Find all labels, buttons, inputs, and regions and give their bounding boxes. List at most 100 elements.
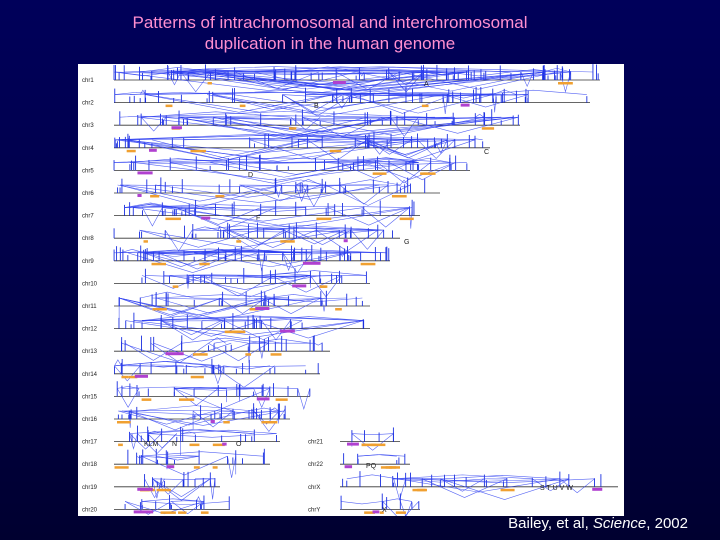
- duplication-link: [382, 498, 412, 502]
- figure-background: [78, 64, 624, 516]
- duplication-link: [239, 184, 322, 202]
- duplication-link: [188, 71, 469, 86]
- duplication-link: [351, 433, 394, 451]
- duplication-link: [224, 320, 303, 341]
- duplication-link: [442, 94, 448, 114]
- orange-segment: [395, 511, 406, 514]
- duplication-link: [212, 89, 361, 95]
- duplication-link: [141, 275, 205, 289]
- region-label: F: [256, 215, 260, 222]
- orange-segment: [289, 127, 297, 130]
- duplication-link: [167, 71, 182, 86]
- duplication-link: [201, 501, 205, 506]
- duplication-link: [210, 162, 358, 178]
- orange-segment: [389, 466, 401, 469]
- duplication-link: [129, 433, 138, 450]
- duplication-link: [128, 410, 132, 428]
- purple-segment: [165, 352, 184, 356]
- chromosome-label: chr17: [82, 440, 98, 446]
- orange-segment: [126, 149, 136, 153]
- duplication-link: [174, 388, 264, 391]
- duplication-link: [115, 71, 423, 91]
- chromosome-label: chr9: [82, 259, 94, 265]
- duplication-link: [390, 117, 419, 137]
- duplication-link: [253, 388, 271, 409]
- duplication-link: [165, 456, 168, 470]
- duplication-link: [208, 337, 226, 344]
- duplication-link: [170, 162, 376, 184]
- chromosome-label: chr22: [308, 462, 324, 468]
- duplication-link: [510, 69, 558, 73]
- duplication-link: [357, 162, 467, 165]
- duplication-link: [122, 364, 184, 367]
- duplication-link: [195, 207, 216, 211]
- duplication-link: [434, 139, 448, 154]
- duplication-link: [321, 297, 327, 312]
- duplication-link: [254, 316, 364, 321]
- duplication-link: [152, 297, 347, 301]
- duplication-link: [188, 275, 340, 278]
- duplication-link: [192, 226, 219, 231]
- duplication-link: [475, 113, 485, 118]
- duplication-link: [114, 359, 122, 366]
- duplication-link: [114, 361, 214, 367]
- region-label: X: [382, 507, 387, 514]
- duplication-link: [417, 139, 456, 159]
- duplication-link: [418, 116, 454, 119]
- duplication-link: [115, 71, 229, 75]
- duplication-link: [409, 207, 413, 229]
- duplication-link: [120, 249, 145, 254]
- orange-segment: [360, 262, 376, 266]
- duplication-link: [270, 319, 303, 321]
- duplication-link: [291, 70, 360, 73]
- duplication-link: [293, 229, 352, 245]
- purple-segment: [256, 397, 270, 401]
- duplication-link: [162, 207, 216, 210]
- duplication-link: [234, 71, 319, 89]
- duplication-link: [169, 275, 321, 290]
- orange-segment: [190, 375, 204, 379]
- duplication-link: [141, 498, 204, 502]
- duplication-link: [140, 116, 167, 132]
- purple-segment: [137, 487, 153, 491]
- duplication-link: [341, 501, 383, 505]
- orange-segment: [420, 172, 427, 175]
- orange-segment: [335, 308, 342, 311]
- duplication-link: [270, 275, 342, 293]
- orange-segment: [172, 285, 179, 288]
- duplication-link: [257, 227, 340, 231]
- chromosome-label: chr18: [82, 462, 98, 468]
- region-label: O: [236, 441, 242, 448]
- duplication-link: [275, 66, 511, 73]
- duplication-link: [119, 297, 275, 316]
- orange-segment: [423, 172, 436, 175]
- orange-segment: [391, 195, 407, 198]
- duplication-link: [367, 139, 412, 155]
- region-label: KLM: [144, 441, 159, 448]
- duplication-link: [122, 365, 306, 368]
- purple-segment: [343, 239, 348, 243]
- orange-segment: [261, 421, 278, 424]
- duplication-link: [259, 341, 282, 344]
- duplication-link: [440, 478, 485, 492]
- duplication-link: [139, 229, 347, 248]
- duplication-link: [208, 342, 269, 362]
- duplication-link: [167, 71, 447, 90]
- orange-segment: [199, 262, 210, 266]
- duplication-link: [144, 252, 206, 257]
- duplication-link: [405, 478, 569, 482]
- chromosome-label: chr19: [82, 485, 98, 491]
- duplication-link: [249, 338, 311, 344]
- orange-segment: [193, 466, 200, 469]
- duplication-link: [217, 226, 221, 231]
- duplication-link: [262, 270, 367, 276]
- orange-segment: [165, 217, 181, 221]
- duplication-link: [139, 229, 258, 248]
- orange-segment: [319, 285, 326, 288]
- purple-segment: [460, 103, 470, 107]
- orange-segment: [200, 511, 209, 514]
- chromosome-label: chr3: [82, 123, 94, 129]
- duplication-link: [143, 249, 206, 254]
- chromosome-label: chr4: [82, 146, 94, 152]
- duplication-link: [265, 294, 321, 299]
